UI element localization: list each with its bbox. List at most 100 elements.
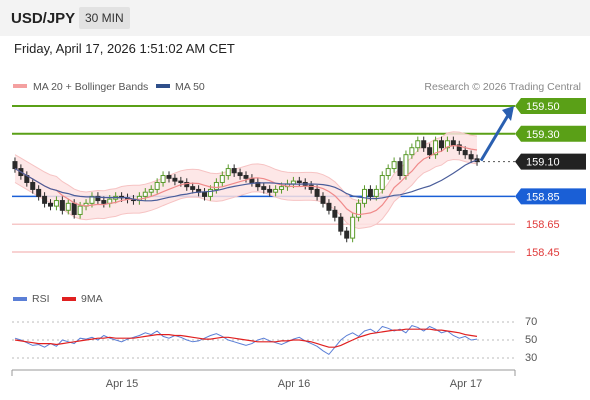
candle-body [314,188,320,197]
bollinger-lower [14,158,478,230]
ma20-line [14,144,478,216]
candle-body [213,181,219,190]
candle-body [190,186,196,190]
candle-body [154,181,160,190]
candle-body [373,188,379,197]
level-label: 158.85 [526,191,560,203]
candle-body [95,195,101,202]
level-label-box [515,98,586,114]
rsi-legend-label: RSI [32,293,50,305]
rsi-tick-30: 30 [525,352,537,364]
candle-body [391,161,397,170]
ma50-legend-swatch [156,84,170,88]
level-label: 158.45 [526,247,560,259]
candle-body [219,175,225,183]
candle-body [409,147,415,156]
ma9-legend-swatch [62,297,76,301]
candle-body [290,180,296,185]
candle-body [279,186,285,190]
candle-body [231,168,237,174]
candle-body [403,154,409,177]
level-label: 159.50 [526,101,560,113]
candle-body [462,149,468,156]
level-label: 159.30 [526,129,560,141]
candle-body [397,161,403,177]
candle-body [48,202,54,207]
candle-body [367,188,373,197]
ma20-legend-swatch [13,84,27,88]
projection-arrow-head [502,106,514,121]
level-label-box [515,153,586,170]
candle-body [148,188,154,193]
candle-body [65,202,71,211]
candle-body [77,205,83,215]
candle-body [468,154,474,160]
candle-body [379,175,385,190]
level-label-box [515,188,586,205]
candle-body [36,188,42,197]
candle-body [308,184,314,190]
credit-label: Research © 2026 Trading Central [424,81,581,93]
candle-body [12,161,18,170]
candle-body [427,147,433,156]
candle-body [273,188,279,193]
ma9-legend-label: 9MA [81,293,103,305]
timeframe-button[interactable]: 30 MIN [79,7,130,29]
projection-arrow-shaft [479,111,512,162]
ma9-line [14,328,478,348]
candle-body [53,200,59,207]
candle-body [101,200,107,204]
candle-body [338,216,344,232]
datetime-label: Friday, April 17, 2026 1:51:02 AM CET [14,41,235,56]
candle-body [438,140,444,149]
header-bar: USD/JPY 30 MIN [0,0,590,36]
rsi-legend-swatch [13,297,27,301]
candle-body [350,216,356,239]
candle-body [160,175,166,183]
candle-body [202,191,208,197]
symbol-label: USD/JPY [11,10,76,27]
ma50-line [14,159,478,202]
candle-body [344,230,350,239]
candle-body [71,202,77,215]
candle-body [184,181,190,188]
candle-body [421,140,427,149]
candle-body [207,188,213,197]
candle-body [243,175,249,179]
candle-body [433,140,439,156]
candle-body [415,140,421,149]
candle-body [296,180,302,183]
candle-body [42,195,48,204]
candle-body [178,180,184,183]
candle-body [30,181,36,190]
candle-body [59,200,65,211]
ma20-legend-label: MA 20 + Bollinger Bands [33,81,148,93]
candle-body [225,168,231,177]
candle-body [267,188,273,193]
candle-body [356,202,362,218]
candle-body [142,191,148,197]
x-tick-label: Apr 17 [450,378,482,390]
level-label-box [515,125,586,142]
candle-body [361,188,367,204]
candle-body [444,140,450,149]
rsi-tick-70: 70 [525,316,537,328]
candle-body [166,175,172,179]
candle-body [385,168,391,177]
candle-body [332,209,338,218]
candle-body [326,202,332,211]
rsi-line [14,325,478,356]
level-label: 159.10 [526,157,560,169]
candle-body [261,186,267,190]
candle-body [456,144,462,151]
x-tick-label: Apr 16 [278,378,310,390]
x-tick-label: Apr 15 [106,378,138,390]
rsi-tick-50: 50 [525,334,537,346]
candle-body [450,140,456,146]
ma50-legend-label: MA 50 [175,81,205,93]
candle-body [237,172,243,177]
level-label: 158.65 [526,219,560,231]
candle-body [172,177,178,182]
candle-body [320,195,326,204]
